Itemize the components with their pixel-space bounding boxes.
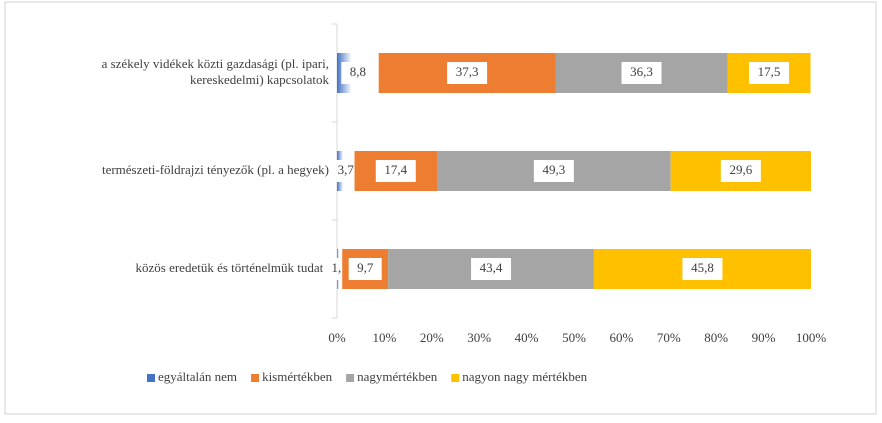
legend-label: kismértékben — [262, 369, 333, 384]
data-label-box — [621, 62, 662, 84]
data-label: 45,8 — [691, 260, 714, 275]
data-label-box — [682, 258, 723, 280]
data-label: 17,4 — [384, 162, 407, 177]
data-label-box — [341, 62, 375, 84]
data-label-box — [471, 258, 512, 280]
data-label: 9,7 — [357, 260, 374, 275]
data-label: 43,4 — [480, 260, 503, 275]
x-tick-label: 100% — [796, 330, 827, 345]
legend-label: nagymértékben — [357, 369, 438, 384]
legend-swatch — [346, 374, 355, 382]
data-label: 49,3 — [542, 162, 565, 177]
data-label-box — [348, 258, 382, 280]
x-tick-label: 40% — [515, 330, 539, 345]
category-label: természeti-földrajzi tényezők (pl. a heg… — [102, 162, 329, 177]
data-label: 37,3 — [456, 64, 479, 79]
x-tick-label: 30% — [467, 330, 491, 345]
x-tick-label: 80% — [704, 330, 728, 345]
x-tick-label: 10% — [372, 330, 396, 345]
data-label-box — [749, 62, 790, 84]
data-label: 36,3 — [630, 64, 653, 79]
x-tick-label: 90% — [752, 330, 776, 345]
legend-swatch — [251, 374, 260, 382]
data-label-box — [329, 160, 363, 182]
legend-swatch — [451, 374, 460, 382]
data-label: 29,6 — [729, 162, 752, 177]
data-label-box — [533, 160, 574, 182]
x-tick-label: 0% — [328, 330, 346, 345]
x-tick-label: 60% — [609, 330, 633, 345]
data-label-box — [720, 160, 761, 182]
legend-label: nagyon nagy mértékben — [462, 369, 587, 384]
x-tick-label: 20% — [420, 330, 444, 345]
data-label: 3,7 — [338, 162, 355, 177]
x-tick-label: 50% — [562, 330, 586, 345]
category-label: közös eredetük és történelmük tudata — [136, 260, 330, 275]
x-tick-label: 70% — [657, 330, 681, 345]
chart-border — [4, 1, 877, 415]
legend-swatch — [147, 374, 155, 382]
data-label-box — [375, 160, 416, 182]
data-label-box — [447, 62, 488, 84]
data-label: 8,8 — [350, 64, 366, 79]
legend-label: egyáltalán nem — [158, 369, 237, 384]
category-label: a székely vidékek közti gazdasági (pl. i… — [102, 56, 330, 87]
data-label: 17,5 — [758, 64, 781, 79]
